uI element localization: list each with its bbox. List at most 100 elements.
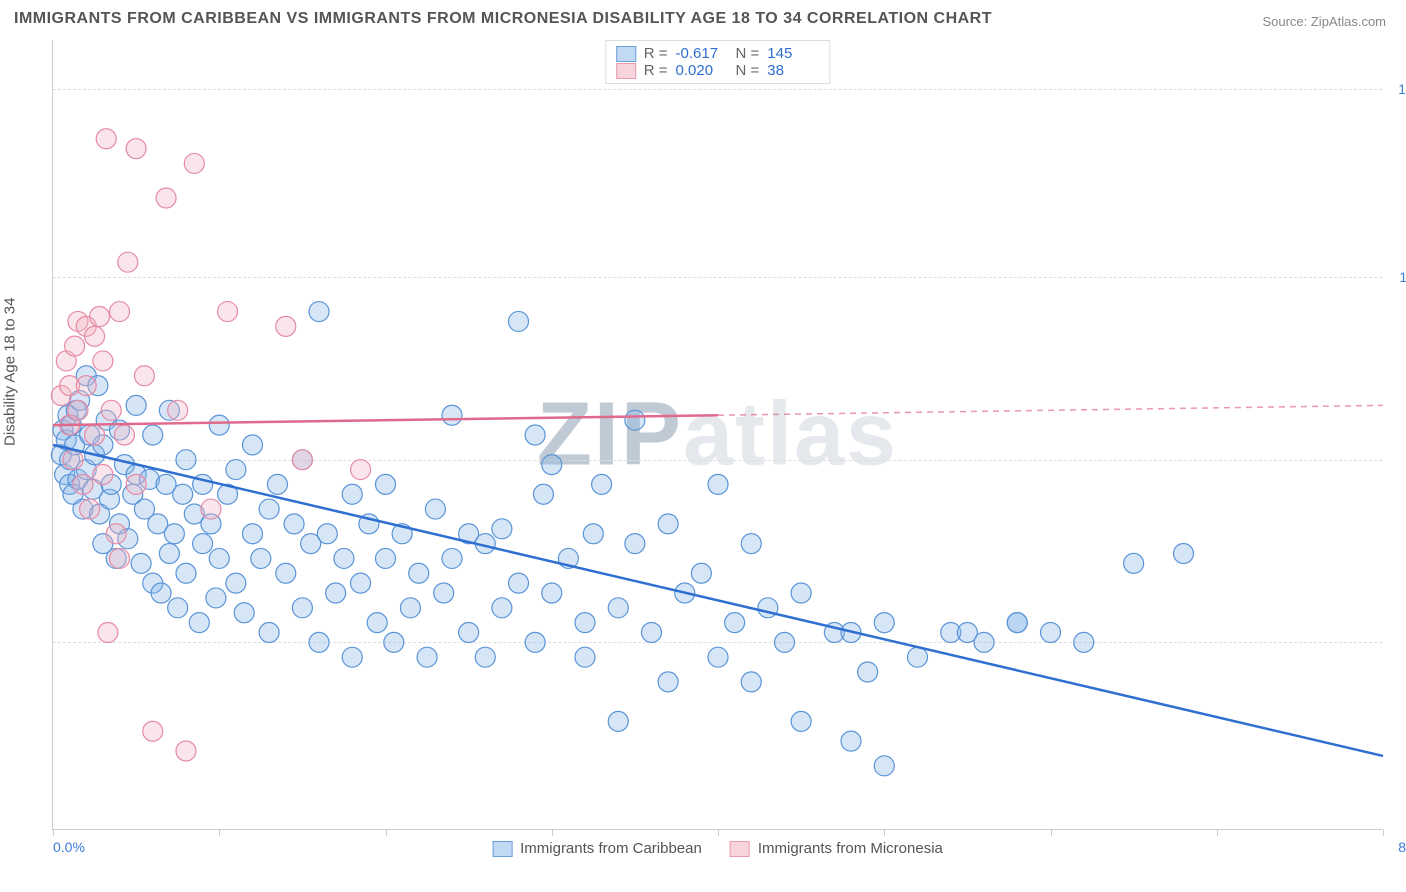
legend-label: Immigrants from Micronesia (758, 840, 943, 857)
data-point (583, 524, 603, 544)
data-point (63, 450, 83, 470)
data-point (164, 524, 184, 544)
data-point (841, 731, 861, 751)
data-point (173, 484, 193, 504)
x-tick (552, 829, 553, 836)
data-point (209, 415, 229, 435)
data-point (525, 425, 545, 445)
data-point (243, 524, 263, 544)
data-point (292, 450, 312, 470)
y-axis-label: Disability Age 18 to 34 (2, 298, 19, 446)
chart-title: IMMIGRANTS FROM CARIBBEAN VS IMMIGRANTS … (14, 10, 992, 28)
data-point (342, 647, 362, 667)
data-point (974, 632, 994, 652)
data-point (134, 366, 154, 386)
data-point (459, 623, 479, 643)
r-label: R = (644, 45, 668, 62)
data-point (775, 632, 795, 652)
data-point (243, 435, 263, 455)
data-point (193, 534, 213, 554)
data-point (442, 548, 462, 568)
data-point (131, 553, 151, 573)
data-point (575, 647, 595, 667)
data-point (309, 302, 329, 322)
data-point (434, 583, 454, 603)
data-point (642, 623, 662, 643)
correlation-legend: R = -0.617 N = 145 R = 0.020 N = 38 (605, 40, 831, 84)
legend-row-micronesia: R = 0.020 N = 38 (616, 62, 820, 79)
data-point (168, 598, 188, 618)
data-point (592, 474, 612, 494)
data-point (259, 623, 279, 643)
data-point (176, 741, 196, 761)
data-point (126, 474, 146, 494)
data-point (475, 647, 495, 667)
data-point (226, 460, 246, 480)
x-tick (1217, 829, 1218, 836)
data-point (93, 465, 113, 485)
data-point (126, 139, 146, 159)
data-point (101, 400, 121, 420)
data-point (259, 499, 279, 519)
data-point (90, 307, 110, 327)
data-point (533, 484, 553, 504)
data-point (93, 351, 113, 371)
n-label: N = (736, 45, 760, 62)
data-point (334, 548, 354, 568)
data-point (400, 598, 420, 618)
x-tick (1383, 829, 1384, 836)
data-point (409, 563, 429, 583)
x-tick (718, 829, 719, 836)
data-point (156, 188, 176, 208)
data-point (143, 425, 163, 445)
data-point (226, 573, 246, 593)
data-point (708, 474, 728, 494)
data-point (151, 583, 171, 603)
legend-row-caribbean: R = -0.617 N = 145 (616, 45, 820, 62)
source-attribution: Source: ZipAtlas.com (1262, 14, 1386, 29)
data-point (159, 544, 179, 564)
data-point (114, 425, 134, 445)
data-point (98, 623, 118, 643)
data-point (309, 632, 329, 652)
data-point (442, 405, 462, 425)
data-point (1007, 613, 1027, 633)
data-point (741, 672, 761, 692)
data-point (608, 598, 628, 618)
data-point (276, 563, 296, 583)
data-point (110, 548, 130, 568)
x-tick (219, 829, 220, 836)
data-point (351, 573, 371, 593)
data-point (251, 548, 271, 568)
x-axis-max: 80.0% (1398, 839, 1406, 855)
data-point (376, 474, 396, 494)
legend-item-caribbean: Immigrants from Caribbean (492, 840, 702, 857)
data-point (384, 632, 404, 652)
trend-line-extrapolated (718, 405, 1383, 415)
data-point (625, 410, 645, 430)
n-value: 145 (767, 45, 819, 62)
data-point (176, 563, 196, 583)
data-point (858, 662, 878, 682)
data-point (65, 336, 85, 356)
data-point (80, 499, 100, 519)
data-point (96, 129, 116, 149)
data-point (509, 573, 529, 593)
data-point (708, 647, 728, 667)
data-point (376, 548, 396, 568)
swatch-blue (616, 46, 636, 62)
data-point (575, 613, 595, 633)
swatch-blue (492, 841, 512, 857)
data-point (367, 613, 387, 633)
data-point (658, 672, 678, 692)
legend-label: Immigrants from Caribbean (520, 840, 702, 857)
data-point (492, 519, 512, 539)
data-point (1174, 544, 1194, 564)
y-tick-label: 11.2% (1399, 269, 1406, 285)
data-point (234, 603, 254, 623)
data-point (608, 711, 628, 731)
data-point (184, 153, 204, 173)
data-point (73, 474, 93, 494)
data-point (1124, 553, 1144, 573)
series-legend: Immigrants from Caribbean Immigrants fro… (492, 840, 943, 857)
